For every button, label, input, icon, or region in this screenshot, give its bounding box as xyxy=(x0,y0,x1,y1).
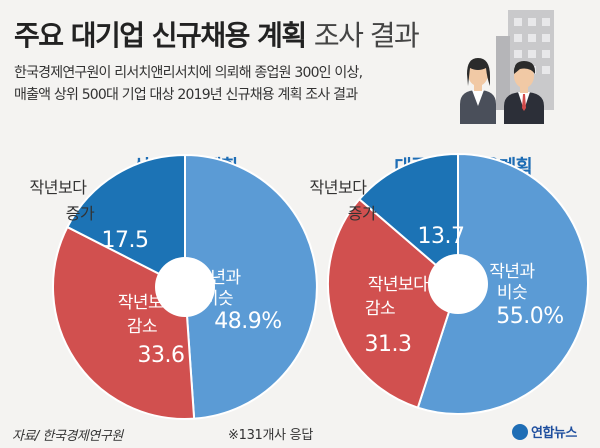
chart-1-label-decrease-1: 작년보다 xyxy=(118,293,179,313)
chart-2-label-similar-2: 비슷 xyxy=(497,283,527,303)
subtitle-line-2: 매출액 상위 500대 기업 대상 2019년 신규채용 계획 조사 결과 xyxy=(14,87,358,103)
chart-1-slice-3 xyxy=(66,153,186,289)
chart-2-slice-2 xyxy=(327,197,460,409)
man-icon xyxy=(504,61,544,124)
title-light: 조사 결과 xyxy=(313,19,420,52)
chart-2-label-similar-1: 작년과 xyxy=(489,262,535,282)
title-bold: 주요 대기업 신규채용 계획 xyxy=(14,19,307,52)
chart-2-slice-1 xyxy=(416,152,589,415)
chart-1-label-decrease-2: 감소 xyxy=(127,317,157,337)
chart-1-label-increase-2: 증가 xyxy=(66,204,95,223)
chart-1-label-increase-1: 작년보다 xyxy=(30,178,88,197)
chart-2-value-similar: 55.0% xyxy=(496,304,563,329)
office-workers-illustration xyxy=(460,10,554,124)
chart-2-label-increase-1: 작년보다 xyxy=(310,178,368,197)
subtitle: 한국경제연구원이 리서치앤리서치에 의뢰해 종업원 300인 이상, 매출액 상… xyxy=(14,62,363,106)
chart-2-label-increase-2: 증가 xyxy=(348,204,377,223)
response-note: ※131개사 응답 xyxy=(228,428,313,443)
chart-1-slice-1 xyxy=(184,153,318,420)
chart-2-label-decrease-2: 감소 xyxy=(365,299,395,319)
chart-1-value-decrease: 33.6 xyxy=(138,343,185,368)
chart-2-value-decrease: 31.3 xyxy=(365,332,412,357)
logo-icon xyxy=(512,424,528,440)
chart-2-label-decrease-1: 작년보다 xyxy=(368,275,429,295)
page-title: 주요 대기업 신규채용 계획 조사 결과 xyxy=(14,14,420,54)
chart-1-value-similar: 48.9% xyxy=(214,309,281,334)
chart-2-value-increase: 13.7 xyxy=(418,224,465,249)
chart-1-center-hole xyxy=(155,257,215,317)
logo-text: 연합뉴스 xyxy=(531,426,577,441)
subtitle-line-1: 한국경제연구원이 리서치앤리서치에 의뢰해 종업원 300인 이상, xyxy=(14,65,363,81)
yonhap-logo: 연합뉴스 xyxy=(512,422,577,441)
chart-1-value-increase: 17.5 xyxy=(102,228,149,253)
chart-1-label-similar-2: 비슷 xyxy=(203,289,233,309)
chart-1-label-similar-1: 작년과 xyxy=(195,268,241,288)
chart-2-slice-3 xyxy=(357,152,459,287)
woman-icon xyxy=(460,58,496,124)
source-text: 자료/ 한국경제연구원 xyxy=(12,429,123,444)
chart-2-center-hole xyxy=(428,254,488,314)
